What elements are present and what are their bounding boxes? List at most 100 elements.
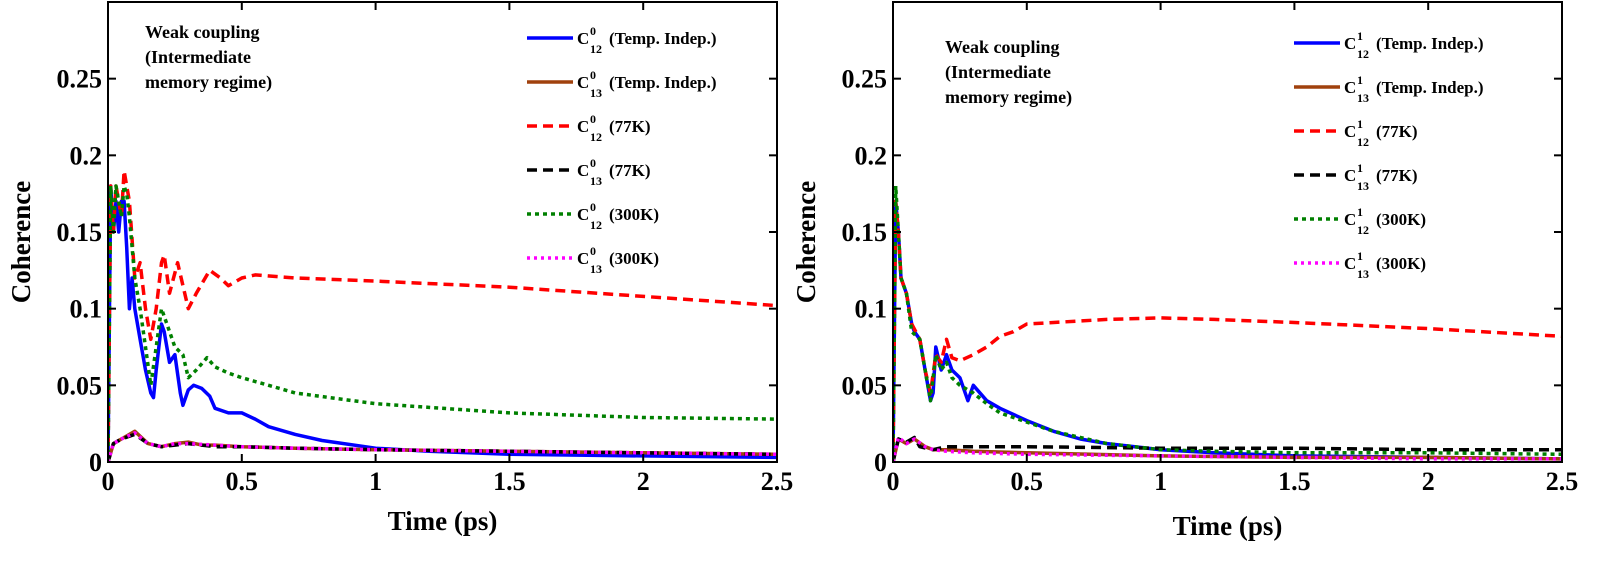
legend-subscript: 12 [1357,223,1369,237]
legend-suffix: (300K) [609,249,659,268]
legend-name: C [1344,122,1356,141]
y-tick-label: 0.15 [57,218,103,247]
annotation-line: Weak coupling [145,22,260,42]
series-group [108,168,777,462]
legend-entry: C [577,117,589,136]
legend-entry: C [577,29,589,48]
y-tick-label: 0.05 [842,371,888,400]
legend-entry: C [577,73,589,92]
legend: C 012(Temp. Indep.)C 013(Temp. Indep.)C 012… [527,24,717,276]
annotation-line: (Intermediate [945,62,1051,83]
y-tick-label: 0.05 [57,371,103,400]
legend-entry: C [1344,210,1356,229]
legend-superscript: 1 [1357,29,1363,43]
legend-entry: C [1344,34,1356,53]
y-tick-label: 0.25 [842,65,888,94]
chart-panel-2: 0 0.5 1 1.5 2 2.5 0 0.05 0.1 0.15 0.2 0.25 Time (ps)… [791,1,1579,541]
y-tick-label: 0.2 [70,141,103,170]
legend-entry: C [577,161,589,180]
y-tick-label: 0 [89,448,102,477]
x-tick-label: 0.5 [1011,467,1044,496]
legend-superscript: 1 [1357,73,1363,87]
legend-suffix: (Temp. Indep.) [1376,34,1484,53]
series-line-1 [893,199,1562,462]
legend-subscript: 13 [1357,267,1369,281]
legend-subscript: 13 [1357,91,1369,105]
legend-subscript: 13 [1357,179,1369,193]
legend-name: C [577,73,589,92]
legend-name: C [577,249,589,268]
legend-suffix: (300K) [1376,210,1426,229]
legend-name: C [1344,34,1356,53]
legend-superscript: 1 [1357,117,1363,131]
annotation-line: memory regime) [945,87,1072,108]
annotation-line: memory regime) [145,72,272,93]
y-tick-label: 0.1 [855,295,888,324]
annotation-line: (Intermediate [145,47,251,68]
legend-name: C [577,161,589,180]
y-axis-label: Coherence [791,181,821,303]
annotation-line: Weak coupling [945,37,1060,57]
x-tick-label: 1 [369,467,382,496]
legend-entry: C [1344,166,1356,185]
series-line-5 [893,184,1562,462]
x-axis-label: Time (ps) [388,506,498,536]
x-tick-label: 0.5 [226,467,259,496]
legend-entry: C [1344,122,1356,141]
legend-suffix: (77K) [1376,122,1418,141]
legend-name: C [577,205,589,224]
legend-suffix: (Temp. Indep.) [609,73,717,92]
legend-name: C [577,29,589,48]
legend-entry: C [577,205,589,224]
x-tick-label: 2 [1422,467,1435,496]
x-tick-label: 0 [102,467,115,496]
legend-superscript: 1 [1357,249,1363,263]
legend-superscript: 1 [1357,161,1363,175]
x-tick-label: 0 [887,467,900,496]
legend-subscript: 12 [1357,135,1369,149]
series-group [893,184,1562,462]
legend-subscript: 13 [590,262,602,276]
series-line-1 [108,184,777,462]
legend-suffix: (Temp. Indep.) [1376,78,1484,97]
series-line-5 [108,184,777,462]
x-tick-label: 2.5 [1546,467,1579,496]
legend-entry: C [577,249,589,268]
legend-superscript: 0 [590,156,596,170]
y-tick-label: 0.1 [70,295,103,324]
x-axis-label: Time (ps) [1173,511,1283,541]
legend-suffix: (77K) [609,117,651,136]
legend-suffix: (300K) [609,205,659,224]
legend-name: C [577,117,589,136]
legend: C 112(Temp. Indep.)C 113(Temp. Indep.)C 112… [1294,29,1484,281]
series-line-3 [893,199,1562,462]
legend-subscript: 13 [590,86,602,100]
legend-name: C [1344,78,1356,97]
chart-panel-1: 0 0.5 1 1.5 2 2.5 0 0.05 0.1 0.15 0.2 0.25 Time (ps)… [6,1,794,536]
legend-suffix: (300K) [1376,254,1426,273]
legend-suffix: (77K) [609,161,651,180]
legend-subscript: 13 [590,174,602,188]
legend-subscript: 12 [590,42,602,56]
x-tick-label: 1 [1154,467,1167,496]
legend-subscript: 12 [590,218,602,232]
y-tick-label: 0.25 [57,65,103,94]
legend-subscript: 12 [590,130,602,144]
series-line-4 [108,432,777,462]
legend-superscript: 0 [590,112,596,126]
x-tick-label: 1.5 [493,467,526,496]
legend-subscript: 12 [1357,47,1369,61]
legend-name: C [1344,166,1356,185]
legend-superscript: 0 [590,200,596,214]
y-axis-label: Coherence [6,181,36,303]
y-tick-label: 0.15 [842,218,888,247]
series-line-3 [108,168,777,462]
legend-suffix: (Temp. Indep.) [609,29,717,48]
legend-superscript: 0 [590,244,596,258]
x-tick-label: 2.5 [761,467,794,496]
x-tick-label: 1.5 [1278,467,1311,496]
legend-superscript: 0 [590,68,596,82]
legend-suffix: (77K) [1376,166,1418,185]
y-tick-label: 0 [874,448,887,477]
legend-superscript: 0 [590,24,596,38]
